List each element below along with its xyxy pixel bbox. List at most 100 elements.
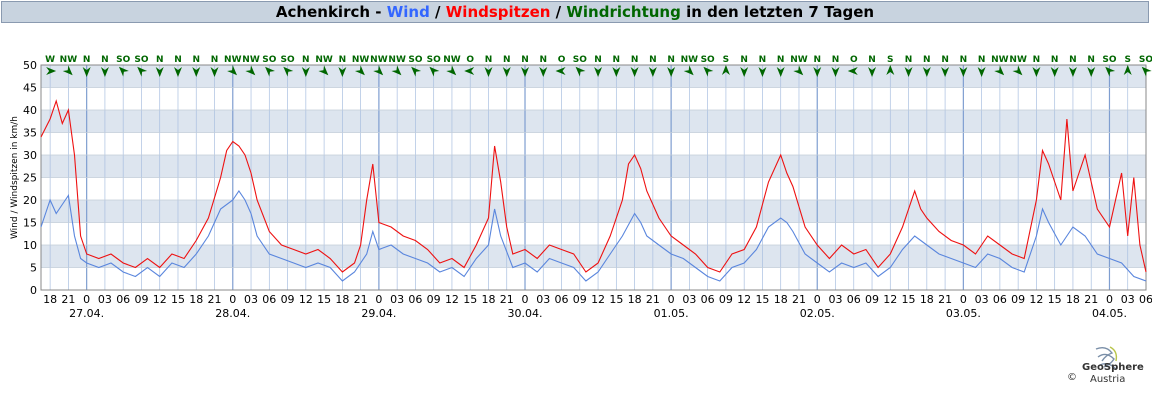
x-tick-label: 09 [134, 293, 148, 306]
direction-arrow [521, 67, 530, 77]
direction-arrow [667, 67, 676, 77]
direction-arrow [994, 65, 1005, 76]
direction-arrow [354, 65, 365, 76]
x-tick-label: 18 [189, 293, 203, 306]
x-tick-label: 15 [463, 293, 477, 306]
direction-label: NW [242, 55, 260, 65]
direction-label: N [485, 55, 493, 65]
title-wind: Wind [386, 3, 430, 21]
x-tick-label: 21 [208, 293, 222, 306]
y-tick-label: 40 [23, 104, 37, 117]
direction-label: S [723, 55, 729, 65]
direction-arrow [904, 67, 913, 77]
x-tick-label: 09 [1011, 293, 1025, 306]
plot-frame [40, 64, 1147, 291]
direction-arrow [301, 67, 310, 77]
direction-arrow [922, 67, 931, 77]
direction-arrow [1050, 67, 1059, 77]
direction-arrow [411, 66, 422, 77]
y-tick-label: 30 [23, 149, 37, 162]
x-tick-label: 21 [354, 293, 368, 306]
x-tick-label: 12 [1029, 293, 1043, 306]
direction-label: N [339, 55, 347, 65]
x-tick-label: 06 [116, 293, 130, 306]
direction-label: NW [790, 55, 808, 65]
y-tick-label: 35 [23, 127, 37, 140]
direction-label: W [45, 55, 55, 65]
band-45 [41, 65, 1146, 88]
y-tick-label: 20 [23, 194, 37, 207]
x-tick-label: 06 [847, 293, 861, 306]
direction-arrow [868, 67, 877, 77]
x-tick-label: 21 [1084, 293, 1098, 306]
title-sep-3: / [550, 3, 567, 21]
direction-label: SO [262, 55, 276, 65]
direction-arrow [555, 67, 566, 75]
x-tick-label: 15 [1048, 293, 1062, 306]
direction-label: N [101, 55, 109, 65]
title-sep-2: / [429, 3, 446, 21]
x-tick-label: 06 [262, 293, 276, 306]
x-tick-label: 18 [920, 293, 934, 306]
x-tick-label: 18 [335, 293, 349, 306]
direction-arrow [484, 67, 493, 77]
direction-arrow [977, 67, 986, 77]
direction-label: SO [701, 55, 715, 65]
direction-arrow [464, 67, 475, 75]
direction-label: N [156, 55, 164, 65]
series-line-windspitzen [40, 99, 1147, 273]
direction-arrow [265, 66, 275, 77]
direction-label: N [777, 55, 785, 65]
y-axis-label: Wind / Windspitzen in km/h [10, 116, 20, 239]
direction-label: NW [224, 55, 242, 65]
x-tick-label: 18 [628, 293, 642, 306]
band-35 [41, 110, 1146, 133]
x-tick-label: 03 [536, 293, 550, 306]
x-tick-label: 06 [1139, 293, 1152, 306]
x-tick-label: 0 [668, 293, 675, 306]
direction-arrow [318, 65, 329, 76]
x-tick-label: 0 [814, 293, 821, 306]
series-lines [40, 99, 1147, 282]
x-tick-label: 03 [390, 293, 404, 306]
direction-arrow [446, 65, 457, 76]
direction-label: NW [60, 55, 78, 65]
x-tick-label: 06 [993, 293, 1007, 306]
direction-label: N [960, 55, 968, 65]
direction-arrow [758, 67, 767, 77]
x-tick-label: 15 [171, 293, 185, 306]
y-tick-label: 50 [23, 59, 37, 72]
title-sep-1: - [370, 3, 387, 21]
x-tick-label: 21 [646, 293, 660, 306]
date-label: 27.04. [69, 307, 104, 320]
x-tick-label: 09 [865, 293, 879, 306]
y-bands [41, 65, 1146, 268]
logo-sub: Austria [1090, 374, 1126, 385]
y-tick-labels: 0 5 10 15 20 25 30 35 40 45 50 [23, 59, 37, 297]
direction-label: N [905, 55, 913, 65]
y-tick-label: 25 [23, 172, 37, 185]
x-tick-label: 21 [792, 293, 806, 306]
direction-arrow [46, 67, 57, 75]
direction-arrow [612, 67, 621, 77]
direction-arrow [210, 67, 219, 77]
y-tick-label: 15 [23, 217, 37, 230]
direction-label: SO [116, 55, 130, 65]
direction-label: N [211, 55, 219, 65]
x-tick-label: 03 [975, 293, 989, 306]
x-tick-label: 03 [98, 293, 112, 306]
direction-label: N [832, 55, 840, 65]
direction-label: SO [1139, 55, 1152, 65]
x-tick-label: 03 [244, 293, 258, 306]
date-label: 29.04. [361, 307, 396, 320]
direction-label: SO [134, 55, 148, 65]
direction-arrow [373, 65, 384, 76]
x-tick-labels: 18 21 0 03 06 09 12 15 18 21 0 03 06 09 12 15 18 21 0 03 06 0… [43, 293, 1152, 306]
direction-arrow [831, 67, 840, 77]
date-label: 01.05. [654, 307, 689, 320]
direction-arrow [683, 65, 694, 76]
direction-arrow [1032, 67, 1041, 77]
y-tick-label: 45 [23, 82, 37, 95]
x-tick-label: 15 [609, 293, 623, 306]
